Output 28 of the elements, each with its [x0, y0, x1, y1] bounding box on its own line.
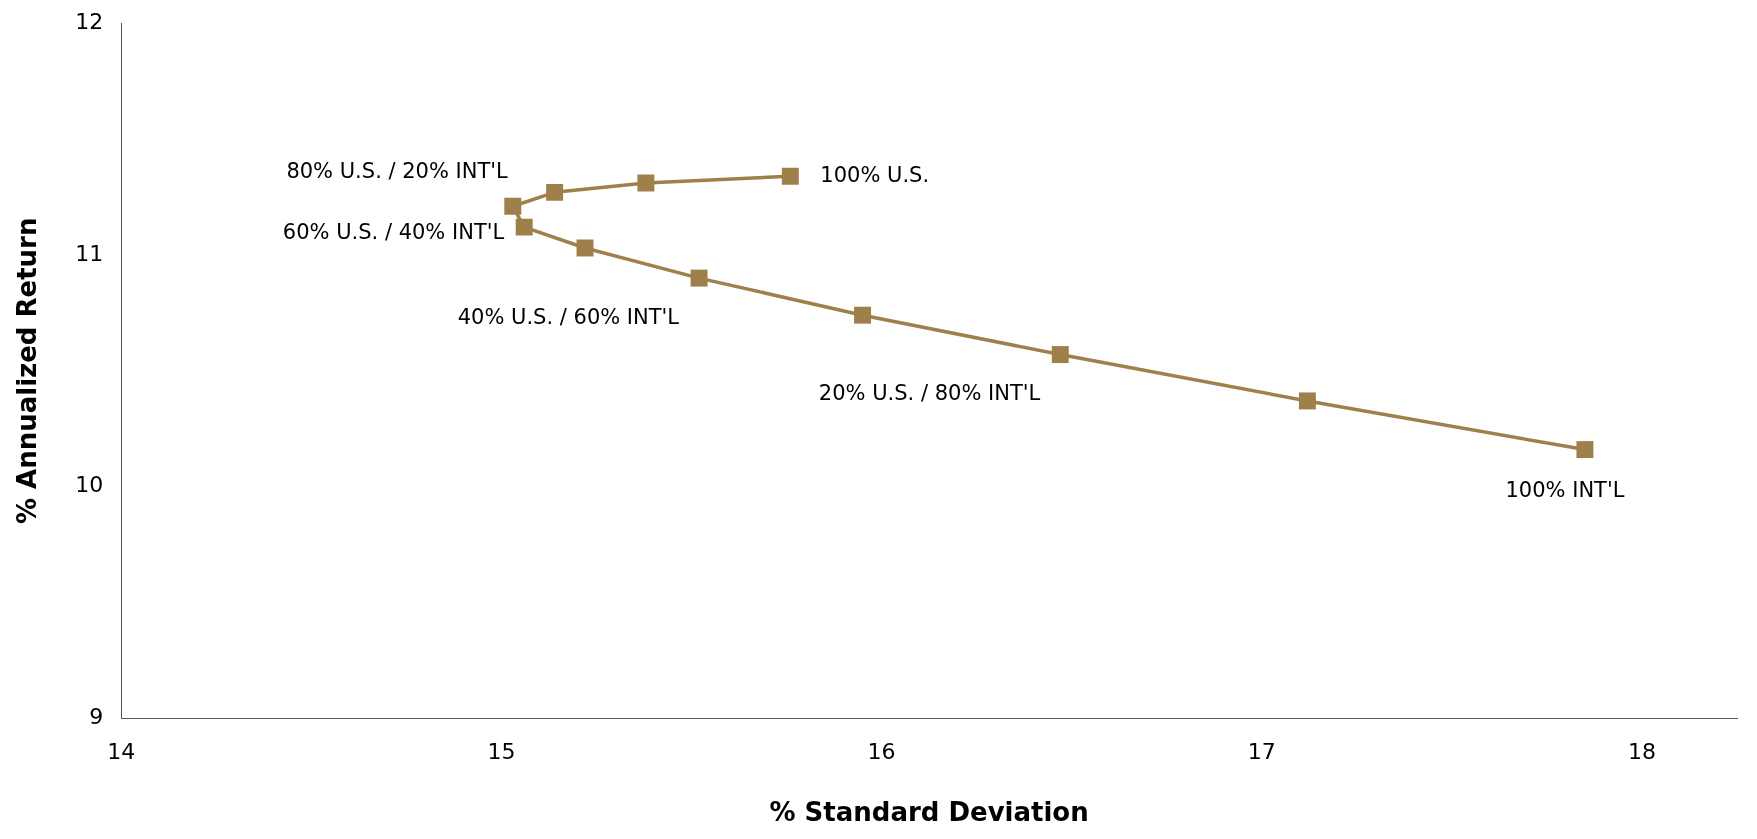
annotation: 100% U.S. — [820, 162, 930, 187]
y-tick-label: 11 — [75, 240, 104, 266]
point — [1576, 441, 1594, 459]
y-tick-label: 12 — [75, 8, 104, 34]
point — [690, 269, 708, 287]
point — [781, 167, 799, 185]
point — [504, 197, 522, 215]
point — [1051, 346, 1069, 364]
annotation: 20% U.S. / 80% INT'L — [818, 381, 1041, 406]
annotation: 100% INT'L — [1505, 478, 1625, 503]
x-tick-label: 15 — [487, 739, 516, 765]
point — [1298, 392, 1316, 410]
point — [515, 218, 533, 236]
x-tick-label: 17 — [1247, 739, 1276, 765]
point — [637, 174, 655, 192]
point — [854, 306, 872, 324]
annotation: 40% U.S. / 60% INT'L — [457, 304, 680, 329]
x-axis-title: % Standard Deviation — [769, 797, 1089, 828]
x-tick-label: 14 — [107, 739, 136, 765]
y-axis-title: % Annualized Return — [12, 217, 43, 525]
annotation: 60% U.S. / 40% INT'L — [282, 219, 505, 244]
y-tick-label: 10 — [75, 472, 104, 498]
y-tick-label: 9 — [89, 704, 104, 730]
x-tick-label: 18 — [1627, 739, 1656, 765]
point — [546, 183, 564, 201]
annotation: 80% U.S. / 20% INT'L — [286, 158, 509, 183]
x-tick-label: 16 — [867, 739, 896, 765]
point — [576, 239, 594, 257]
